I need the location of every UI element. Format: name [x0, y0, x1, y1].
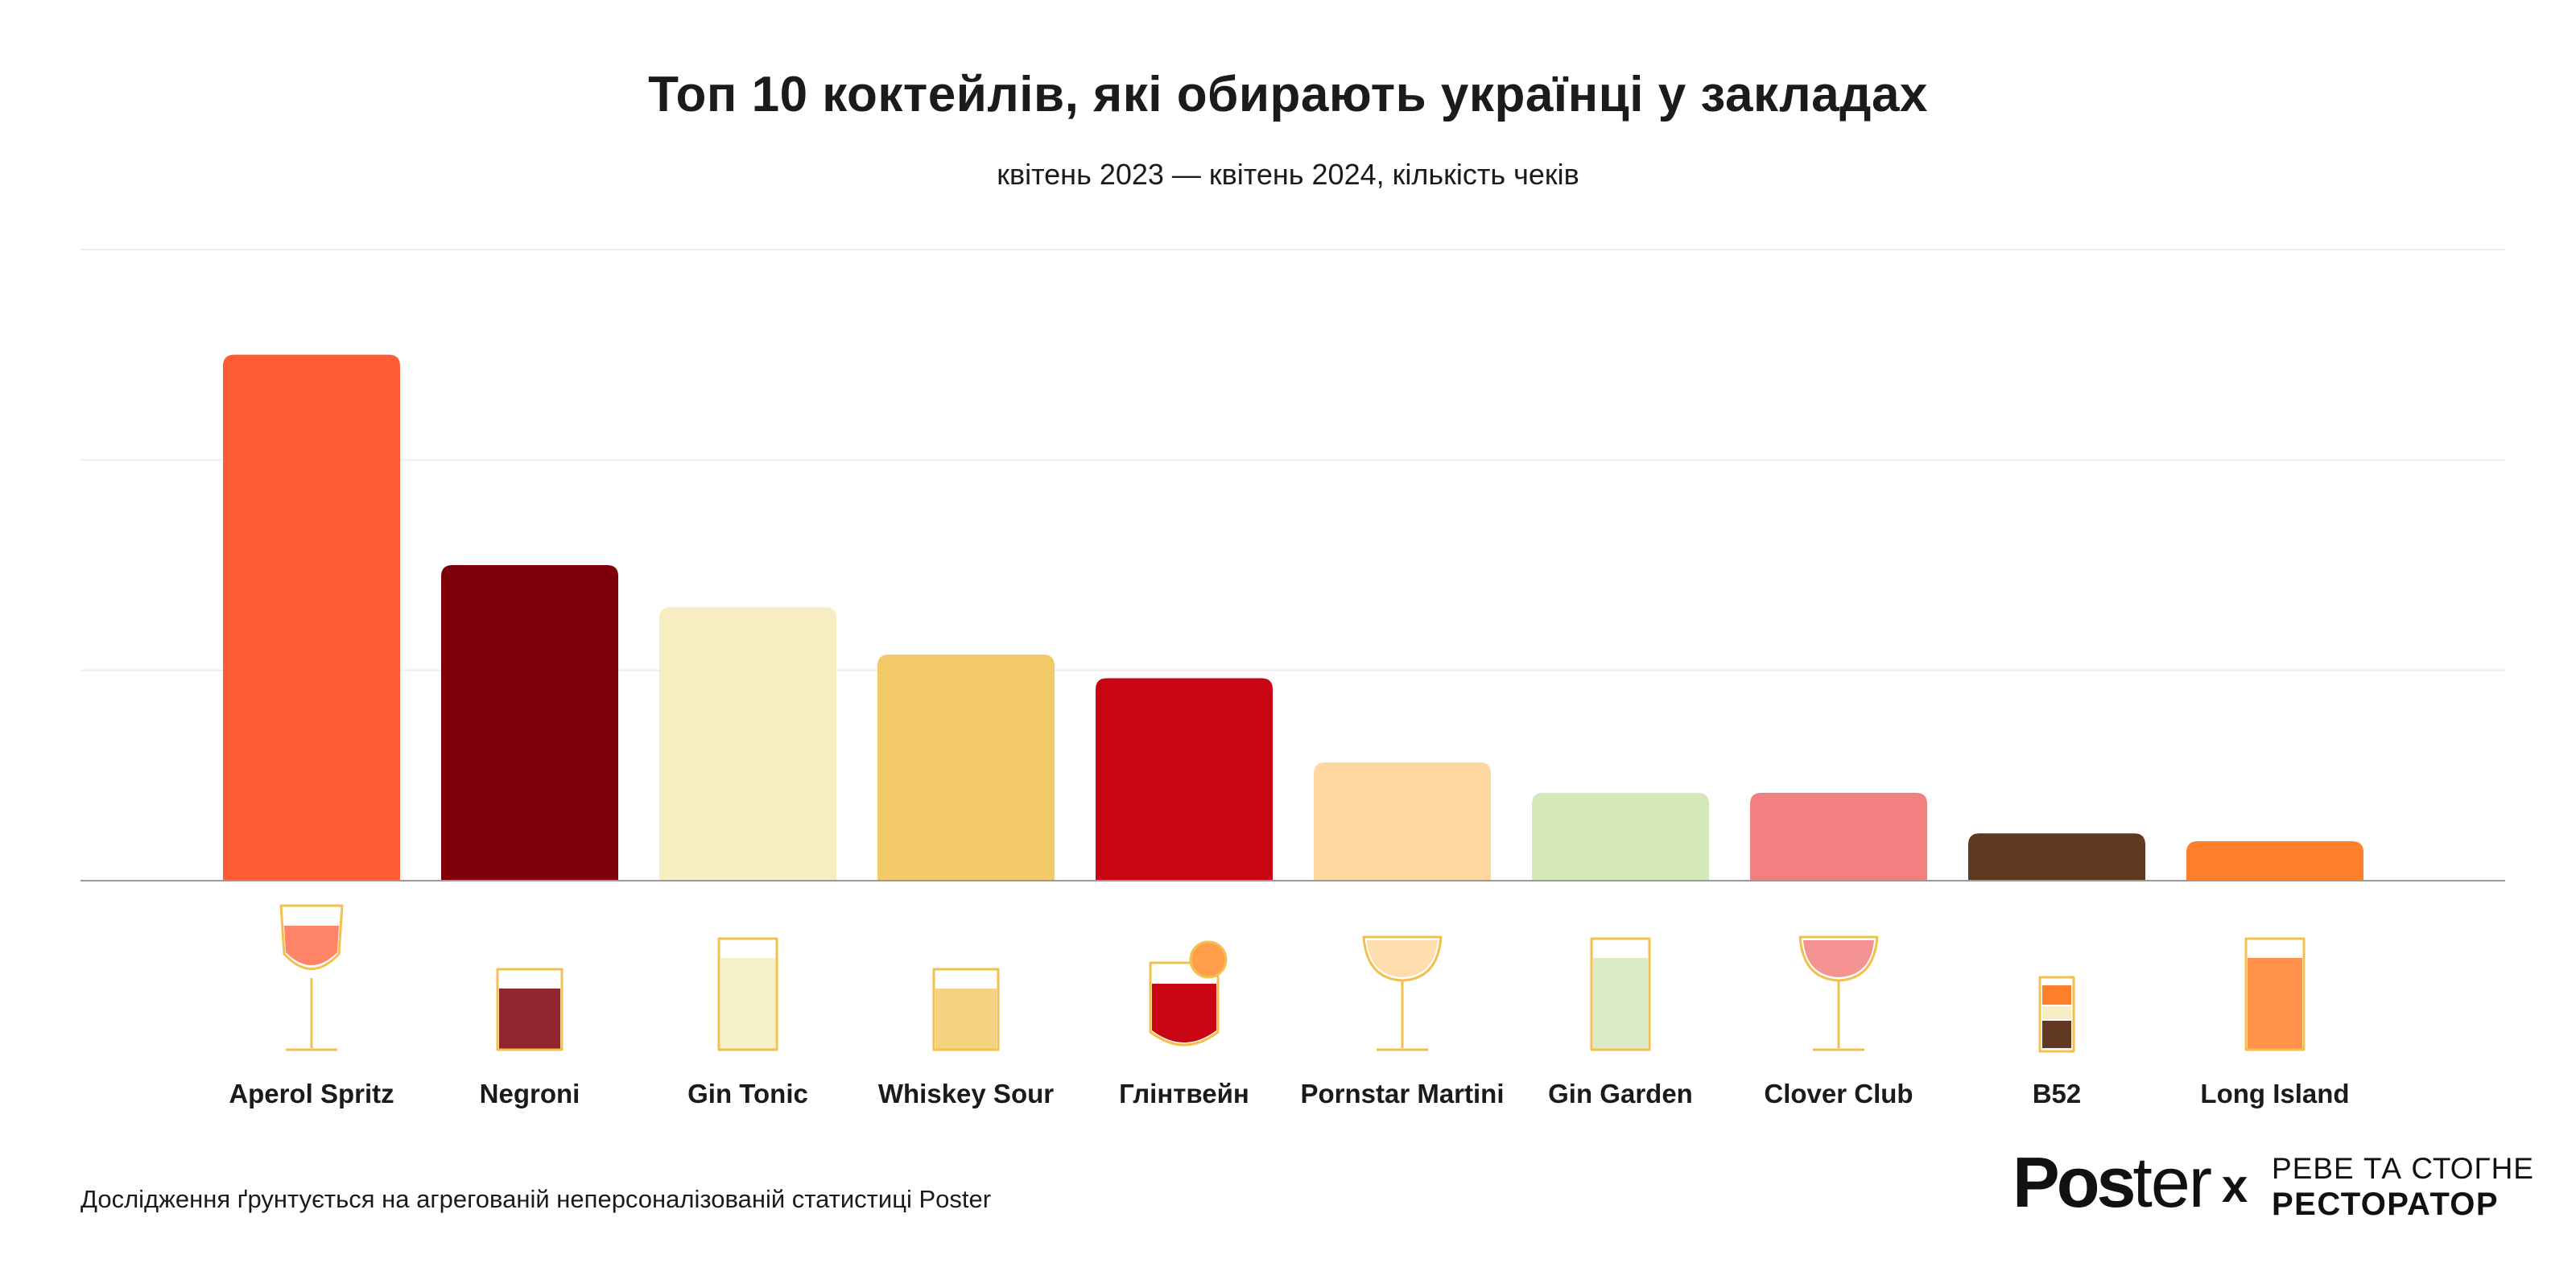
category-label-8: B52 [2033, 1079, 2082, 1108]
category-label-9: Long Island [2200, 1079, 2349, 1108]
glass-liquid [1367, 940, 1438, 977]
glass-liquid [1152, 984, 1216, 1042]
bar-0 [223, 354, 400, 881]
glass-liquid [284, 926, 339, 965]
rocks-glass-icon [932, 968, 1000, 1051]
glass-outline [1590, 937, 1651, 1051]
bar-9 [2186, 841, 2363, 881]
bar-6 [1532, 792, 1709, 881]
category-label-6: Gin Garden [1548, 1079, 1693, 1108]
bar-1 [441, 565, 618, 881]
glass-liquid [2248, 958, 2302, 1050]
footnote: Дослідження ґрунтується на агрегованій н… [80, 1185, 992, 1213]
layer-top [2042, 985, 2071, 1005]
wine-glass-icon [279, 904, 344, 1051]
glass-outline [2244, 937, 2306, 1051]
glass-outline [496, 968, 564, 1051]
category-label-1: Negroni [480, 1079, 580, 1108]
chart-title: Топ 10 коктейлів, які обирають українці … [648, 67, 1928, 122]
category-labels: Aperol Spritz Negroni Gin Tonic Whiskey Sou… [229, 1079, 2349, 1108]
glass-outline [1149, 961, 1220, 1046]
glass-liquid [499, 989, 560, 1050]
bar-2 [659, 607, 836, 881]
category-label-7: Clover Club [1764, 1079, 1913, 1108]
layer-mid [2042, 1006, 2071, 1019]
highball-glass-icon [717, 937, 778, 1051]
category-label-2: Gin Tonic [687, 1079, 808, 1108]
glass-liquid [1593, 958, 1648, 1050]
category-label-3: Whiskey Sour [878, 1079, 1054, 1108]
cocktail-icons [279, 904, 2306, 1053]
bar-5 [1314, 762, 1491, 881]
logo-separator: x [2222, 1160, 2248, 1212]
category-label-5: Pornstar Martini [1300, 1079, 1504, 1108]
rocks-glass-icon [496, 968, 564, 1051]
highball-glass-icon [1590, 937, 1651, 1051]
orange-slice [1189, 940, 1228, 979]
mug-icon [1149, 940, 1228, 1046]
glass-outline [932, 968, 1000, 1051]
bar-7 [1750, 792, 1927, 881]
glass-bowl [279, 904, 344, 970]
chart-subtitle: квітень 2023 — квітень 2024, кількість ч… [997, 158, 1579, 191]
layer-bottom [2042, 1021, 2071, 1048]
bar-3 [877, 654, 1055, 881]
glass-liquid [935, 989, 997, 1050]
reve-ta-stogne-logo: РЕВЕ ТА СТОГНЕ РЕСТОРАТОР [2272, 1152, 2534, 1222]
highball-glass-icon [2244, 937, 2306, 1051]
poster-logo: Poster [2013, 1142, 2212, 1222]
glass-bowl [1362, 935, 1443, 982]
category-label-0: Aperol Spritz [229, 1079, 394, 1108]
glass-liquid [720, 958, 775, 1050]
category-label-4: Глінтвейн [1119, 1079, 1249, 1108]
shot-glass-icon [2038, 976, 2075, 1053]
glass-outline [717, 937, 778, 1051]
coupe-glass-icon [1362, 935, 1443, 1051]
bar-4 [1096, 678, 1273, 881]
bar-8 [1968, 833, 2145, 881]
bars [223, 354, 2363, 881]
glass-liquid [1803, 940, 1874, 977]
coupe-glass-icon [1798, 935, 1879, 1051]
glass-bowl [1798, 935, 1879, 982]
glass-outline [2038, 976, 2075, 1053]
